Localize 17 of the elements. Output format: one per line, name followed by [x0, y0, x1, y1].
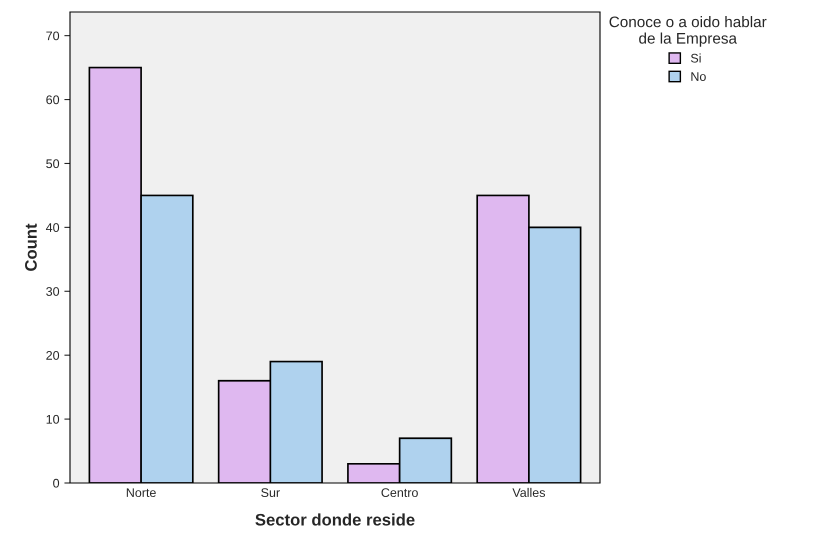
y-tick-label: 0: [53, 478, 60, 488]
y-tick-label: 10: [46, 414, 60, 424]
legend-title: Conoce o a oido hablar de la Empresa: [610, 16, 766, 47]
legend-label: No: [691, 72, 706, 81]
y-axis-title: Count: [25, 224, 37, 271]
y-tick-label: 40: [46, 223, 60, 232]
x-axis-title: Sector donde reside: [255, 513, 415, 526]
x-tick-label: Sur: [261, 488, 280, 498]
y-tick-label: 20: [46, 350, 60, 360]
x-tick-label: Centro: [382, 488, 418, 498]
y-tick-label: 30: [46, 287, 60, 296]
x-tick-label: Valles: [512, 488, 546, 498]
y-tick-label: 60: [46, 95, 60, 104]
y-tick-label: 50: [46, 159, 60, 168]
x-tick-label: Norte: [126, 488, 156, 498]
legend-label: Si: [690, 53, 701, 63]
y-tick-label: 70: [46, 31, 60, 40]
